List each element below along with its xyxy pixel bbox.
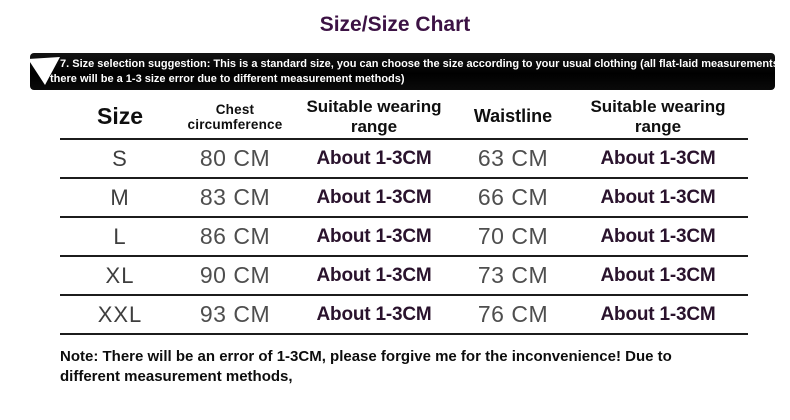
- size-cell: XXL: [97, 301, 143, 327]
- waist-cell: 66 CM: [477, 184, 549, 210]
- header-chest: Chest circumference: [187, 101, 283, 132]
- cursor-arrow-icon: [28, 57, 60, 85]
- waist-range-cell: About 1-3CM: [600, 186, 716, 208]
- waist-range-cell: About 1-3CM: [600, 303, 716, 325]
- chest-cell: 93 CM: [199, 301, 271, 327]
- table-row: XXL 93 CM About 1-3CM 76 CM About 1-3CM: [60, 296, 748, 335]
- waist-cell: 63 CM: [477, 145, 549, 171]
- size-cell: M: [110, 184, 130, 210]
- size-suggestion-banner: 7. Size selection suggestion: This is a …: [30, 53, 790, 90]
- chest-range-cell: About 1-3CM: [316, 147, 432, 169]
- table-body: S 80 CM About 1-3CM 63 CM About 1-3CM M …: [60, 140, 748, 335]
- header-waist-range: Suitable wearing range: [590, 96, 726, 136]
- chest-cell: 80 CM: [199, 145, 271, 171]
- chest-range-cell: About 1-3CM: [316, 225, 432, 247]
- waist-cell: 76 CM: [477, 301, 549, 327]
- chest-cell: 83 CM: [199, 184, 271, 210]
- header-size: Size: [96, 103, 144, 129]
- measurement-note: Note: There will be an error of 1-3CM, p…: [60, 348, 672, 385]
- size-cell: XL: [105, 262, 135, 288]
- waist-cell: 73 CM: [477, 262, 549, 288]
- chest-range-cell: About 1-3CM: [316, 186, 432, 208]
- waist-range-cell: About 1-3CM: [600, 147, 716, 169]
- waist-cell: 70 CM: [477, 223, 549, 249]
- table-row: S 80 CM About 1-3CM 63 CM About 1-3CM: [60, 140, 748, 179]
- chest-cell: 86 CM: [199, 223, 271, 249]
- table-header-row: Size Chest circumference Suitable wearin…: [60, 95, 748, 140]
- size-table: Size Chest circumference Suitable wearin…: [60, 95, 748, 335]
- size-cell: L: [113, 223, 127, 249]
- chest-cell: 90 CM: [199, 262, 271, 288]
- banner-text-line1: 7. Size selection suggestion: This is a …: [60, 58, 790, 70]
- waist-range-cell: About 1-3CM: [600, 264, 716, 286]
- banner-text-line2: there will be a 1-3 size error due to di…: [50, 72, 405, 85]
- table-row: XL 90 CM About 1-3CM 73 CM About 1-3CM: [60, 257, 748, 296]
- page-title: Size/Size Chart: [319, 13, 471, 36]
- size-cell: S: [112, 145, 128, 171]
- table-row: M 83 CM About 1-3CM 66 CM About 1-3CM: [60, 179, 748, 218]
- chest-range-cell: About 1-3CM: [316, 303, 432, 325]
- table-row: L 86 CM About 1-3CM 70 CM About 1-3CM: [60, 218, 748, 257]
- waist-range-cell: About 1-3CM: [600, 225, 716, 247]
- header-waistline: Waistline: [473, 106, 553, 126]
- chest-range-cell: About 1-3CM: [316, 264, 432, 286]
- header-chest-range: Suitable wearing range: [306, 96, 442, 136]
